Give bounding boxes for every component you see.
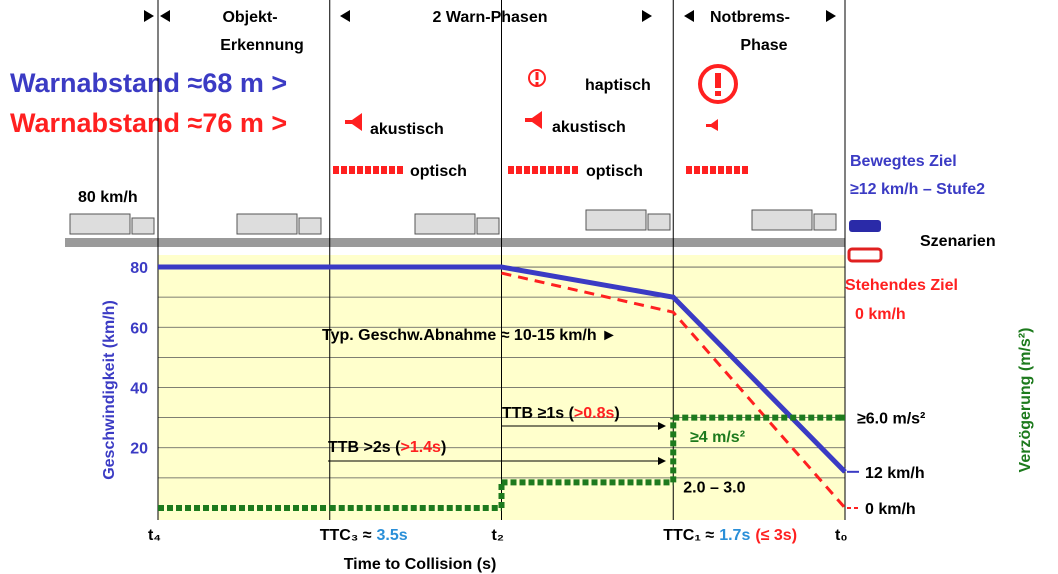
warning-label: haptisch — [585, 77, 651, 94]
speed-label: 80 km/h — [78, 189, 138, 206]
annotation-part: TTB ≥1s ( — [502, 405, 575, 422]
x-tick-text: TTC₃ ≈ — [320, 527, 372, 544]
x-tick-note: 1.7s — [719, 527, 750, 544]
phase-label: Objekt- — [222, 9, 277, 26]
warning-label: optisch — [410, 163, 467, 180]
car-moving — [849, 220, 881, 232]
phase-label: Erkennung — [220, 37, 304, 54]
x-tick-note: (≤ 3s) — [755, 527, 797, 544]
x-tick-note: 3.5s — [376, 527, 407, 544]
annotation: Typ. Geschw.Abnahme ≈ 10-15 km/h ► — [322, 327, 617, 344]
scenario-label: Bewegtes Ziel — [850, 153, 957, 170]
y2-axis-label: Verzögerung (m/s²) — [1017, 328, 1034, 473]
y-tick-label: 80 — [130, 260, 148, 277]
warning-label: akustisch — [552, 119, 626, 136]
annotation-part: ) — [441, 439, 446, 456]
scenario-label: 0 km/h — [855, 306, 906, 323]
value-label: 0 km/h — [865, 501, 916, 518]
value-label: 12 km/h — [865, 465, 925, 482]
y-tick-label: 40 — [130, 381, 148, 398]
scenario-title: Szenarien — [920, 233, 996, 250]
x-axis-label: Time to Collision (s) — [344, 556, 497, 573]
annotation: ≥4 m/s² — [690, 429, 745, 446]
diagram: Objekt- Erkennung 2 Warn-Phasen Notbrems… — [0, 0, 1058, 574]
warn-distance: Warnabstand ≈76 m > — [10, 108, 287, 138]
y-tick-label: 20 — [130, 441, 148, 458]
x-tick-text: t₂ — [492, 527, 504, 544]
x-tick-label: TTC₃ ≈3.5s — [320, 527, 408, 544]
x-tick-label: TTC₁ ≈ 1.7s (≤ 3s) — [663, 527, 797, 544]
y-axis-label: Geschwindigkeit (km/h) — [101, 300, 118, 480]
warning-label: akustisch — [370, 121, 444, 138]
value-label: ≥6.0 m/s² — [857, 411, 925, 428]
warn-distance: Warnabstand ≈68 m > — [10, 68, 287, 98]
warning-label: optisch — [586, 163, 643, 180]
phase-label: Notbrems- — [710, 9, 790, 26]
x-tick-label: t₄ — [148, 527, 161, 544]
scenario-label: ≥12 km/h – Stufe2 — [850, 181, 985, 198]
annotation-part: >1.4s — [400, 439, 441, 456]
annotation-part: ) — [614, 405, 619, 422]
x-tick-text: TTC₁ ≈ — [663, 527, 714, 544]
x-tick-text: t₄ — [148, 527, 161, 544]
phase-label: Phase — [740, 37, 787, 54]
phase-label: 2 Warn-Phasen — [433, 9, 548, 26]
annotation: TTB >2s (>1.4s) — [328, 439, 446, 456]
x-tick-label: t₂ — [492, 527, 504, 544]
annotation-part: TTB >2s ( — [328, 439, 401, 456]
value-label: 2.0 – 3.0 — [683, 479, 745, 496]
x-tick-text: t₀ — [835, 527, 848, 544]
y-tick-label: 60 — [130, 320, 148, 337]
trucks — [70, 210, 836, 234]
annotation: TTB ≥1s (>0.8s) — [502, 405, 620, 422]
road — [65, 238, 845, 247]
car-standing — [849, 249, 881, 261]
scenario-label: Stehendes Ziel — [845, 277, 958, 294]
annotation-part: >0.8s — [574, 405, 615, 422]
x-tick-label: t₀ — [835, 527, 848, 544]
